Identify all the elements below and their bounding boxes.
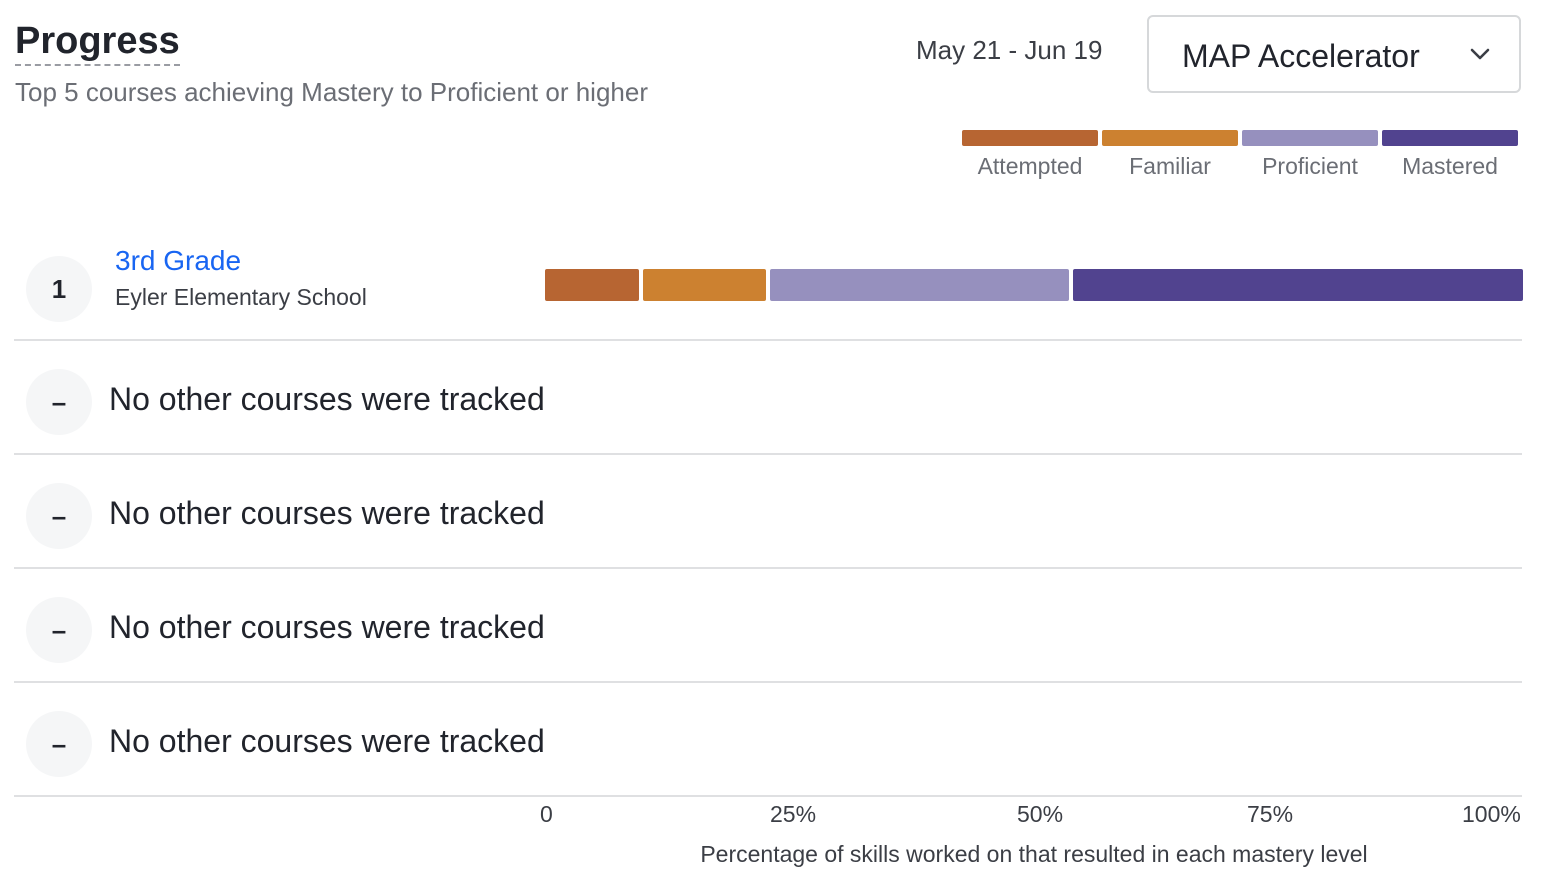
x-tick-label: 0 — [540, 801, 553, 827]
legend-label-mastered: Mastered — [1402, 153, 1498, 179]
chart-legend: Attempted Familiar Proficient Mastered — [962, 130, 1522, 180]
bar-segment-attempted — [545, 269, 639, 301]
x-tick-label: 25% — [770, 801, 817, 827]
legend-item-attempted: Attempted — [962, 130, 1098, 180]
school-name: Eyler Elementary School — [115, 284, 367, 310]
legend-swatch-familiar — [1102, 130, 1238, 146]
product-select-value: MAP Accelerator — [1182, 38, 1420, 74]
legend-item-mastered: Mastered — [1382, 130, 1518, 180]
legend-item-familiar: Familiar — [1102, 130, 1238, 180]
product-select[interactable]: MAP Accelerator — [1147, 15, 1521, 93]
x-axis-label: Percentage of skills worked on that resu… — [700, 841, 1368, 867]
bar-segment-mastered — [1073, 269, 1523, 301]
legend-item-proficient: Proficient — [1242, 130, 1378, 180]
bar-segment-proficient — [769, 269, 1070, 301]
page-title: Progress — [15, 18, 180, 66]
empty-course-message: No other courses were tracked — [109, 381, 545, 417]
course-row: 1 3rd Grade Eyler Elementary School — [14, 227, 1522, 341]
rank-badge: – — [26, 711, 92, 777]
legend-swatch-attempted — [962, 130, 1098, 146]
legend-label-proficient: Proficient — [1262, 153, 1358, 179]
empty-course-row: – No other courses were tracked — [14, 455, 1522, 569]
rank-badge: 1 — [26, 256, 92, 322]
page-subtitle: Top 5 courses achieving Mastery to Profi… — [15, 77, 648, 107]
legend-label-familiar: Familiar — [1129, 153, 1211, 179]
rank-badge: – — [26, 369, 92, 435]
empty-course-message: No other courses were tracked — [109, 609, 545, 645]
empty-course-message: No other courses were tracked — [109, 495, 545, 531]
legend-swatch-proficient — [1242, 130, 1378, 146]
chevron-down-icon — [1470, 48, 1490, 60]
date-range: May 21 - Jun 19 — [916, 35, 1103, 65]
empty-course-row: – No other courses were tracked — [14, 683, 1522, 797]
bar-segment-familiar — [642, 269, 766, 301]
legend-swatch-mastered — [1382, 130, 1518, 146]
course-progress-bar — [545, 269, 1523, 301]
empty-course-row: – No other courses were tracked — [14, 569, 1522, 683]
course-link[interactable]: 3rd Grade — [115, 245, 242, 276]
x-tick-label: 50% — [1017, 801, 1064, 827]
empty-course-row: – No other courses were tracked — [14, 341, 1522, 455]
x-tick-label: 75% — [1247, 801, 1294, 827]
empty-course-message: No other courses were tracked — [109, 723, 545, 759]
legend-label-attempted: Attempted — [977, 153, 1083, 179]
rank-badge: – — [26, 483, 92, 549]
rank-badge: – — [26, 597, 92, 663]
x-tick-label: 100% — [1462, 801, 1521, 827]
